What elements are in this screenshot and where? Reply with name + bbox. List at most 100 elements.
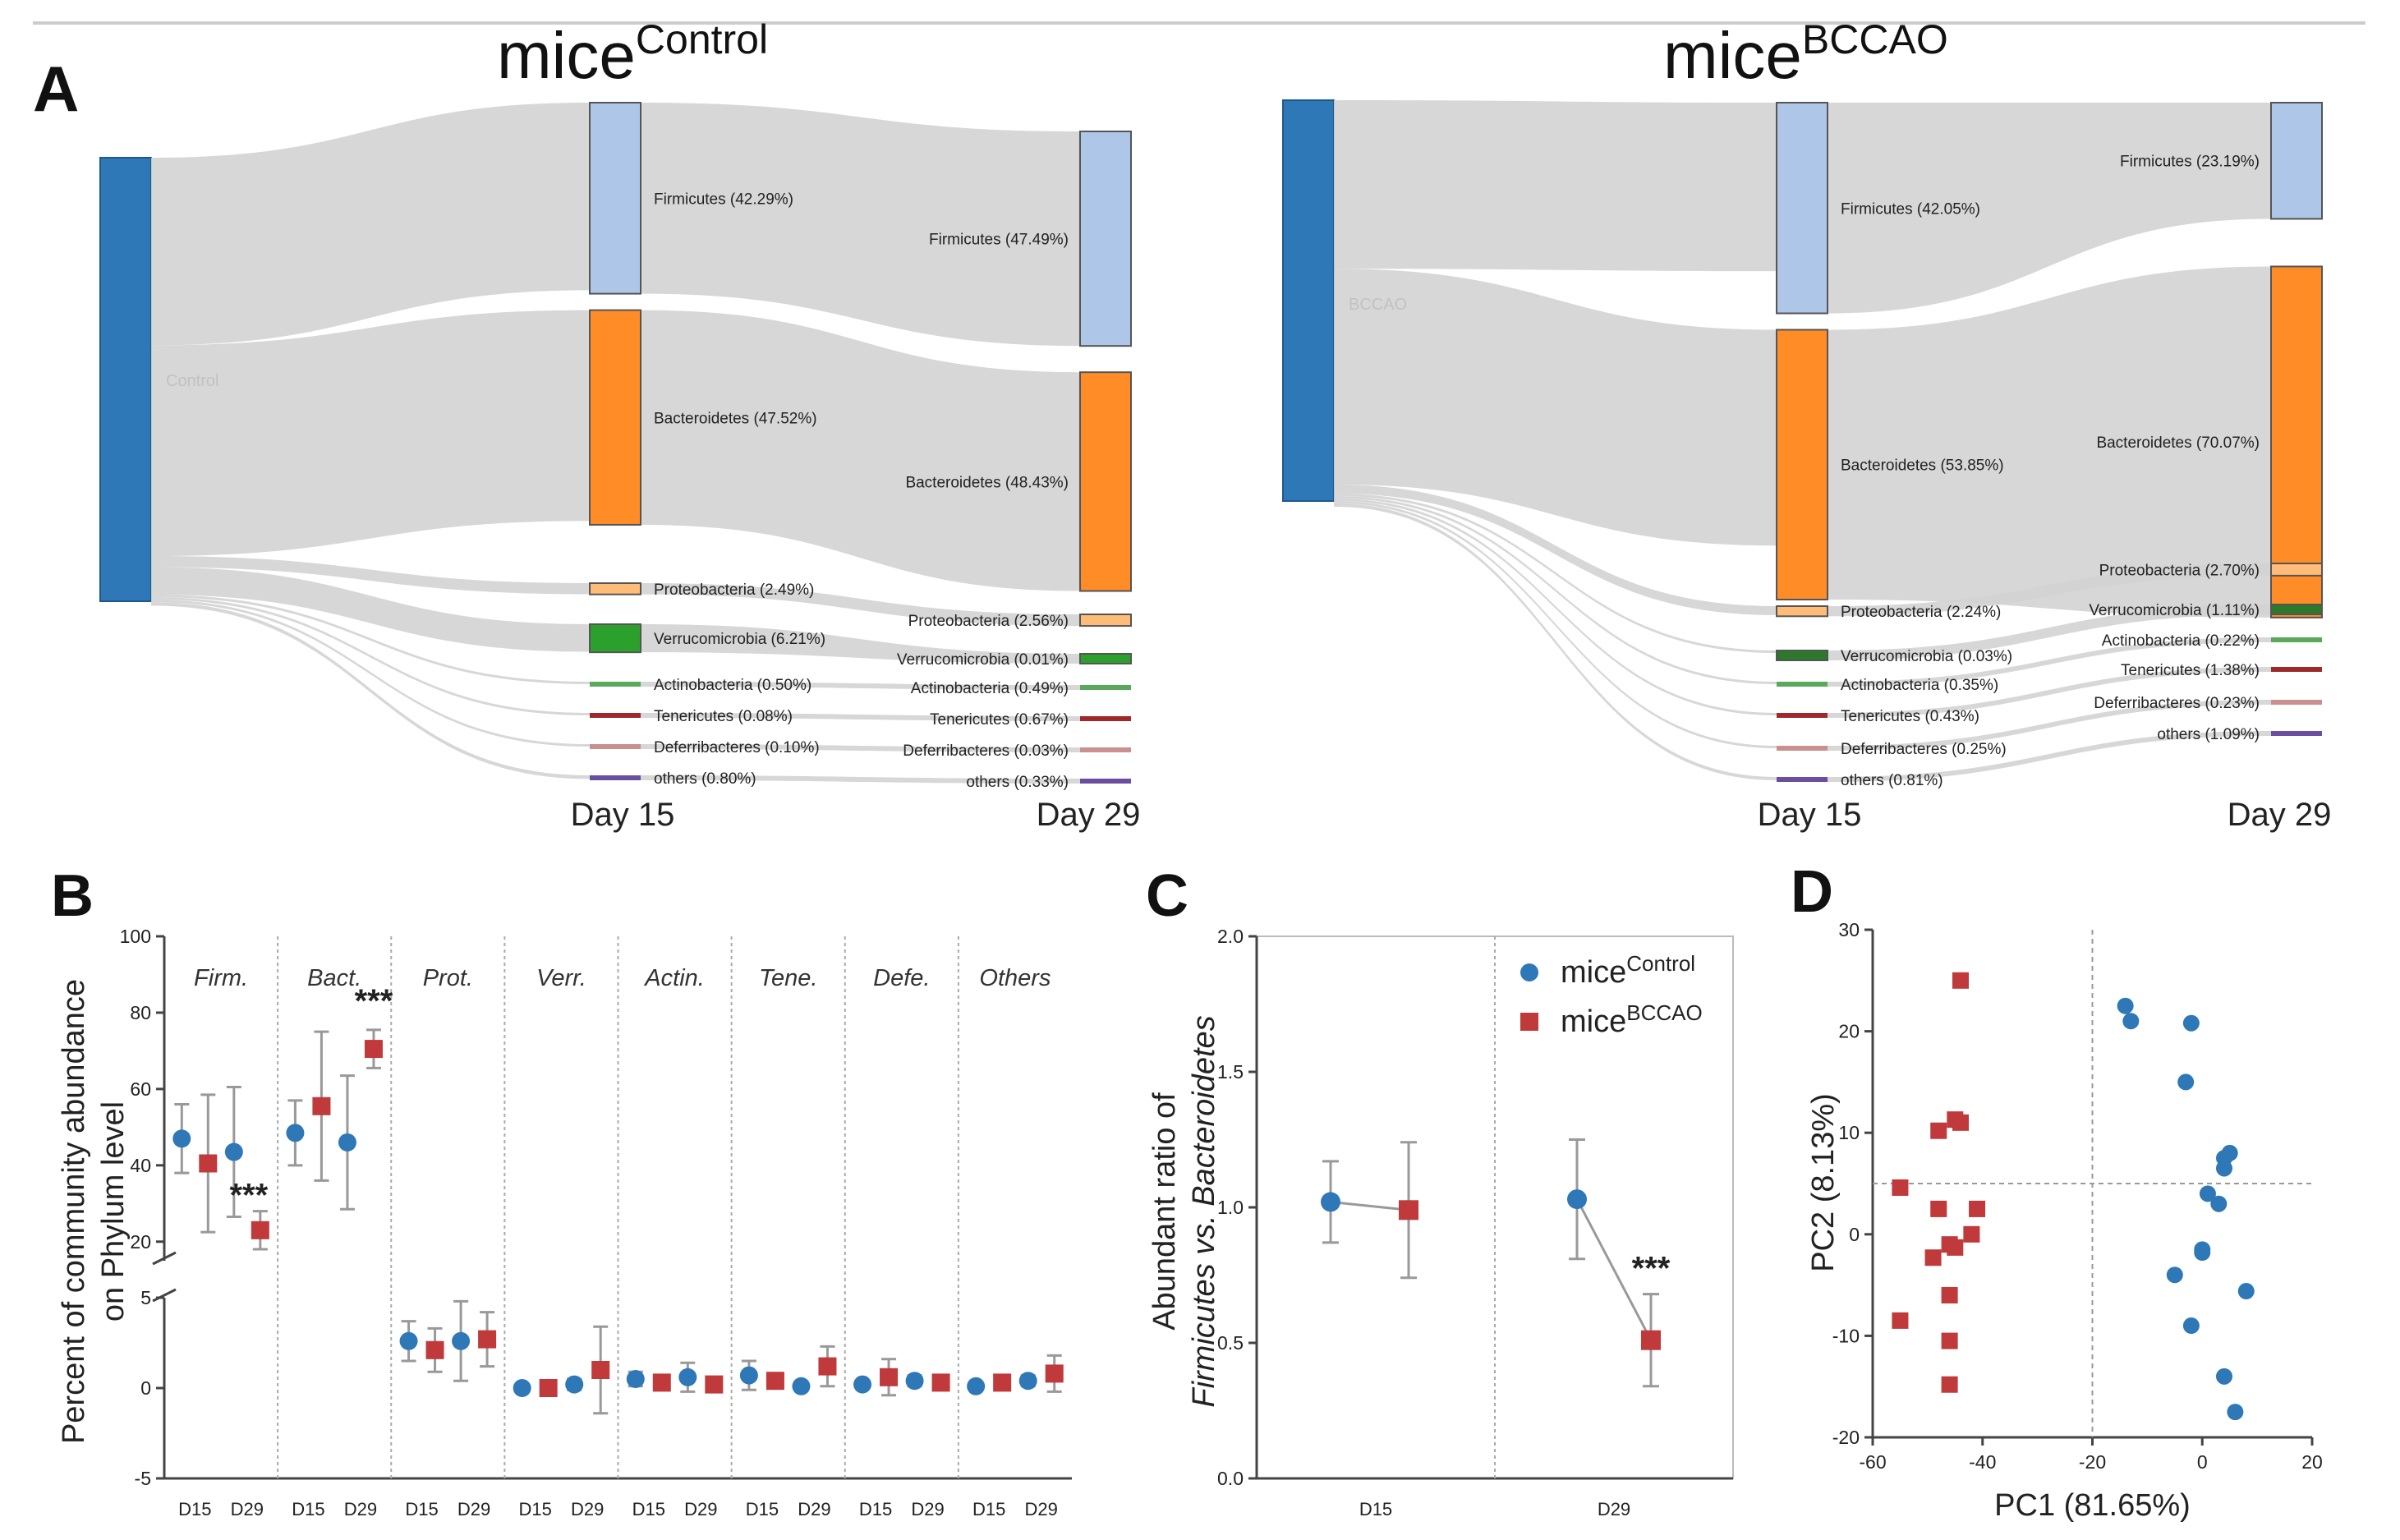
axis-break-mark (152, 1288, 177, 1303)
sankey-node-others-day29 (2271, 731, 2322, 736)
y-tick-label: 60 (130, 1078, 151, 1100)
point-bccao (1892, 1179, 1909, 1196)
point-bccao (1941, 1286, 1958, 1303)
point-bccao-others (993, 1373, 1012, 1392)
sankey-label-bacteroidetes-day15: Bacteroidetes (47.52%) (654, 410, 817, 427)
group-label-bact: Bact. (307, 965, 361, 991)
point-bccao-firm (199, 1154, 218, 1173)
sankey-label-proteobacteria-day15: Proteobacteria (2.24%) (1841, 604, 2001, 621)
point-bccao-actin (705, 1375, 724, 1394)
y-tick-label: 0 (140, 1377, 151, 1399)
x-tick-label: D29 (231, 1499, 264, 1519)
pca-chart: -20 -10 0 10 20 30 -60 -40 -20 0 20 PC1 (81.65%) PC2… (1806, 919, 2323, 1523)
sankey-flow-actinobacteria-day29 (1828, 637, 2271, 687)
sankey-node-proteobacteria-day15 (1776, 605, 1828, 618)
point-control-prot (452, 1331, 471, 1350)
point-control-defe (905, 1372, 924, 1391)
y-tick-label: 80 (130, 1002, 151, 1023)
point-bccao (1892, 1312, 1909, 1329)
y-tick-label: 100 (120, 926, 151, 947)
significance-marker: *** (1632, 1251, 1671, 1287)
sankey-flow-tenericutes-day15 (1334, 498, 1777, 715)
sankey-flow-others-day29 (1828, 731, 2271, 782)
sankey-label-deferribacteres-day15: Deferribacteres (0.10%) (654, 739, 820, 756)
x-tick-label: D29 (1025, 1499, 1058, 1519)
sankey-node-others-day15 (590, 775, 641, 780)
legend-marker-bccao (1520, 1013, 1538, 1031)
point-control (2216, 1368, 2232, 1385)
sankey-label-others-day29: others (1.09%) (2157, 726, 2260, 743)
sankey-node-deferribacteres-day29 (2271, 700, 2322, 705)
sankey-label-firmicutes-day15: Firmicutes (42.05%) (1841, 200, 1980, 218)
sankey-node-others-day15 (1777, 777, 1828, 782)
y-tick-label: 20 (1838, 1021, 1860, 1042)
y-tick-label: 2.0 (1217, 926, 1244, 947)
sankey-flow-others-day15 (151, 602, 590, 779)
sankey-flow-tenericutes-day29 (1828, 667, 2271, 718)
point-bccao (1947, 1239, 1964, 1256)
sankey-node-proteobacteria-day15 (589, 582, 641, 595)
point-bccao-firm (251, 1221, 269, 1239)
point-bccao (1963, 1225, 1980, 1243)
y-axis-label: Percent of community abundance on Phylum … (57, 979, 131, 1444)
y-tick-label: 0.5 (1217, 1332, 1244, 1354)
point-control-defe (853, 1375, 872, 1394)
point-bccao-prot (425, 1340, 444, 1359)
group-label-defe: Defe. (873, 965, 930, 991)
y-tick-label: 0 (1849, 1224, 1860, 1245)
x-tick-label: D15 (518, 1499, 551, 1519)
point-bccao (1924, 1249, 1942, 1266)
sankey-node-tenericutes-day15 (590, 713, 641, 718)
sankey-title: miceBCCAO (1663, 16, 1948, 92)
y-tick-label: 20 (130, 1231, 151, 1253)
x-tick-label: D15 (972, 1499, 1005, 1519)
y-tick-label: 10 (1838, 1122, 1860, 1143)
y-tick-label: -20 (1832, 1427, 1860, 1448)
point-bccao-defe (931, 1373, 950, 1392)
point-control-firm (172, 1129, 191, 1148)
sankey-node-firmicutes-day29 (1079, 131, 1132, 347)
point-control-bact (338, 1133, 356, 1152)
y-tick-label: 5 (140, 1287, 151, 1308)
sankey-label-actinobacteria-day15: Actinobacteria (0.50%) (654, 677, 811, 694)
point-bccao (1930, 1122, 1947, 1139)
point-control (2182, 1317, 2200, 1335)
sankey-node-verrucomicrobia-day15 (589, 623, 641, 654)
point-bccao (1641, 1330, 1661, 1350)
point-control (2122, 1013, 2140, 1030)
sankey-label-deferribacteres-day15: Deferribacteres (0.25%) (1841, 741, 2007, 758)
sankey-flow-bacteroidetes-day15 (1334, 269, 1777, 546)
sankey-label-verrucomicrobia-day29: Verrucomicrobia (0.01%) (897, 651, 1069, 669)
sankey-node-actinobacteria-day29 (1080, 685, 1131, 690)
y-tick-label: -10 (1832, 1325, 1860, 1346)
sankey-label-firmicutes-day15: Firmicutes (42.29%) (654, 191, 793, 208)
point-control-bact (286, 1124, 305, 1142)
sankey-node-proteobacteria-day29 (1079, 614, 1132, 627)
group-label-others: Others (979, 965, 1051, 991)
sankey-label-bacteroidetes-day29: Bacteroidetes (48.43%) (905, 474, 1069, 491)
sankey-node-actinobacteria-day15 (590, 682, 641, 687)
point-control (2199, 1185, 2216, 1202)
sankey-label-others-day15: others (0.81%) (1841, 772, 1943, 789)
panel-letter-c: C (1146, 863, 1189, 929)
sankey-node-actinobacteria-day29 (2271, 637, 2322, 642)
sankey-label-deferribacteres-day29: Deferribacteres (0.23%) (2094, 695, 2260, 712)
x-tick-label: D15 (292, 1499, 324, 1519)
y-axis-label: PC2 (8.13%) (1806, 1093, 1841, 1272)
significance-marker: *** (355, 983, 393, 1019)
sankey-label-proteobacteria-day15: Proteobacteria (2.49%) (654, 582, 814, 599)
x-tick-label: 0 (2197, 1451, 2208, 1473)
sankey-day15-label: Day 15 (571, 797, 675, 833)
sankey-flow-proteobacteria-day15 (1334, 484, 1777, 615)
sankey-label-tenericutes-day29: Tenericutes (1.38%) (2121, 662, 2260, 679)
legend-label-bccao: miceBCCAO (1561, 1000, 1703, 1039)
point-control (2166, 1266, 2183, 1284)
x-tick-label: D15 (1359, 1499, 1392, 1519)
sankey-label-proteobacteria-day29: Proteobacteria (2.70%) (2099, 562, 2260, 579)
sankey-flow-tenericutes-day29 (641, 713, 1080, 721)
panel-letter-a: A (33, 53, 79, 125)
y-axis-label: Abundant ratio of Firmicutes vs. Bacteroi… (1147, 1015, 1221, 1407)
sankey-node-bacteroidetes-day15 (589, 309, 641, 526)
x-tick-label: -20 (2079, 1451, 2106, 1473)
point-bccao (1952, 972, 1969, 989)
